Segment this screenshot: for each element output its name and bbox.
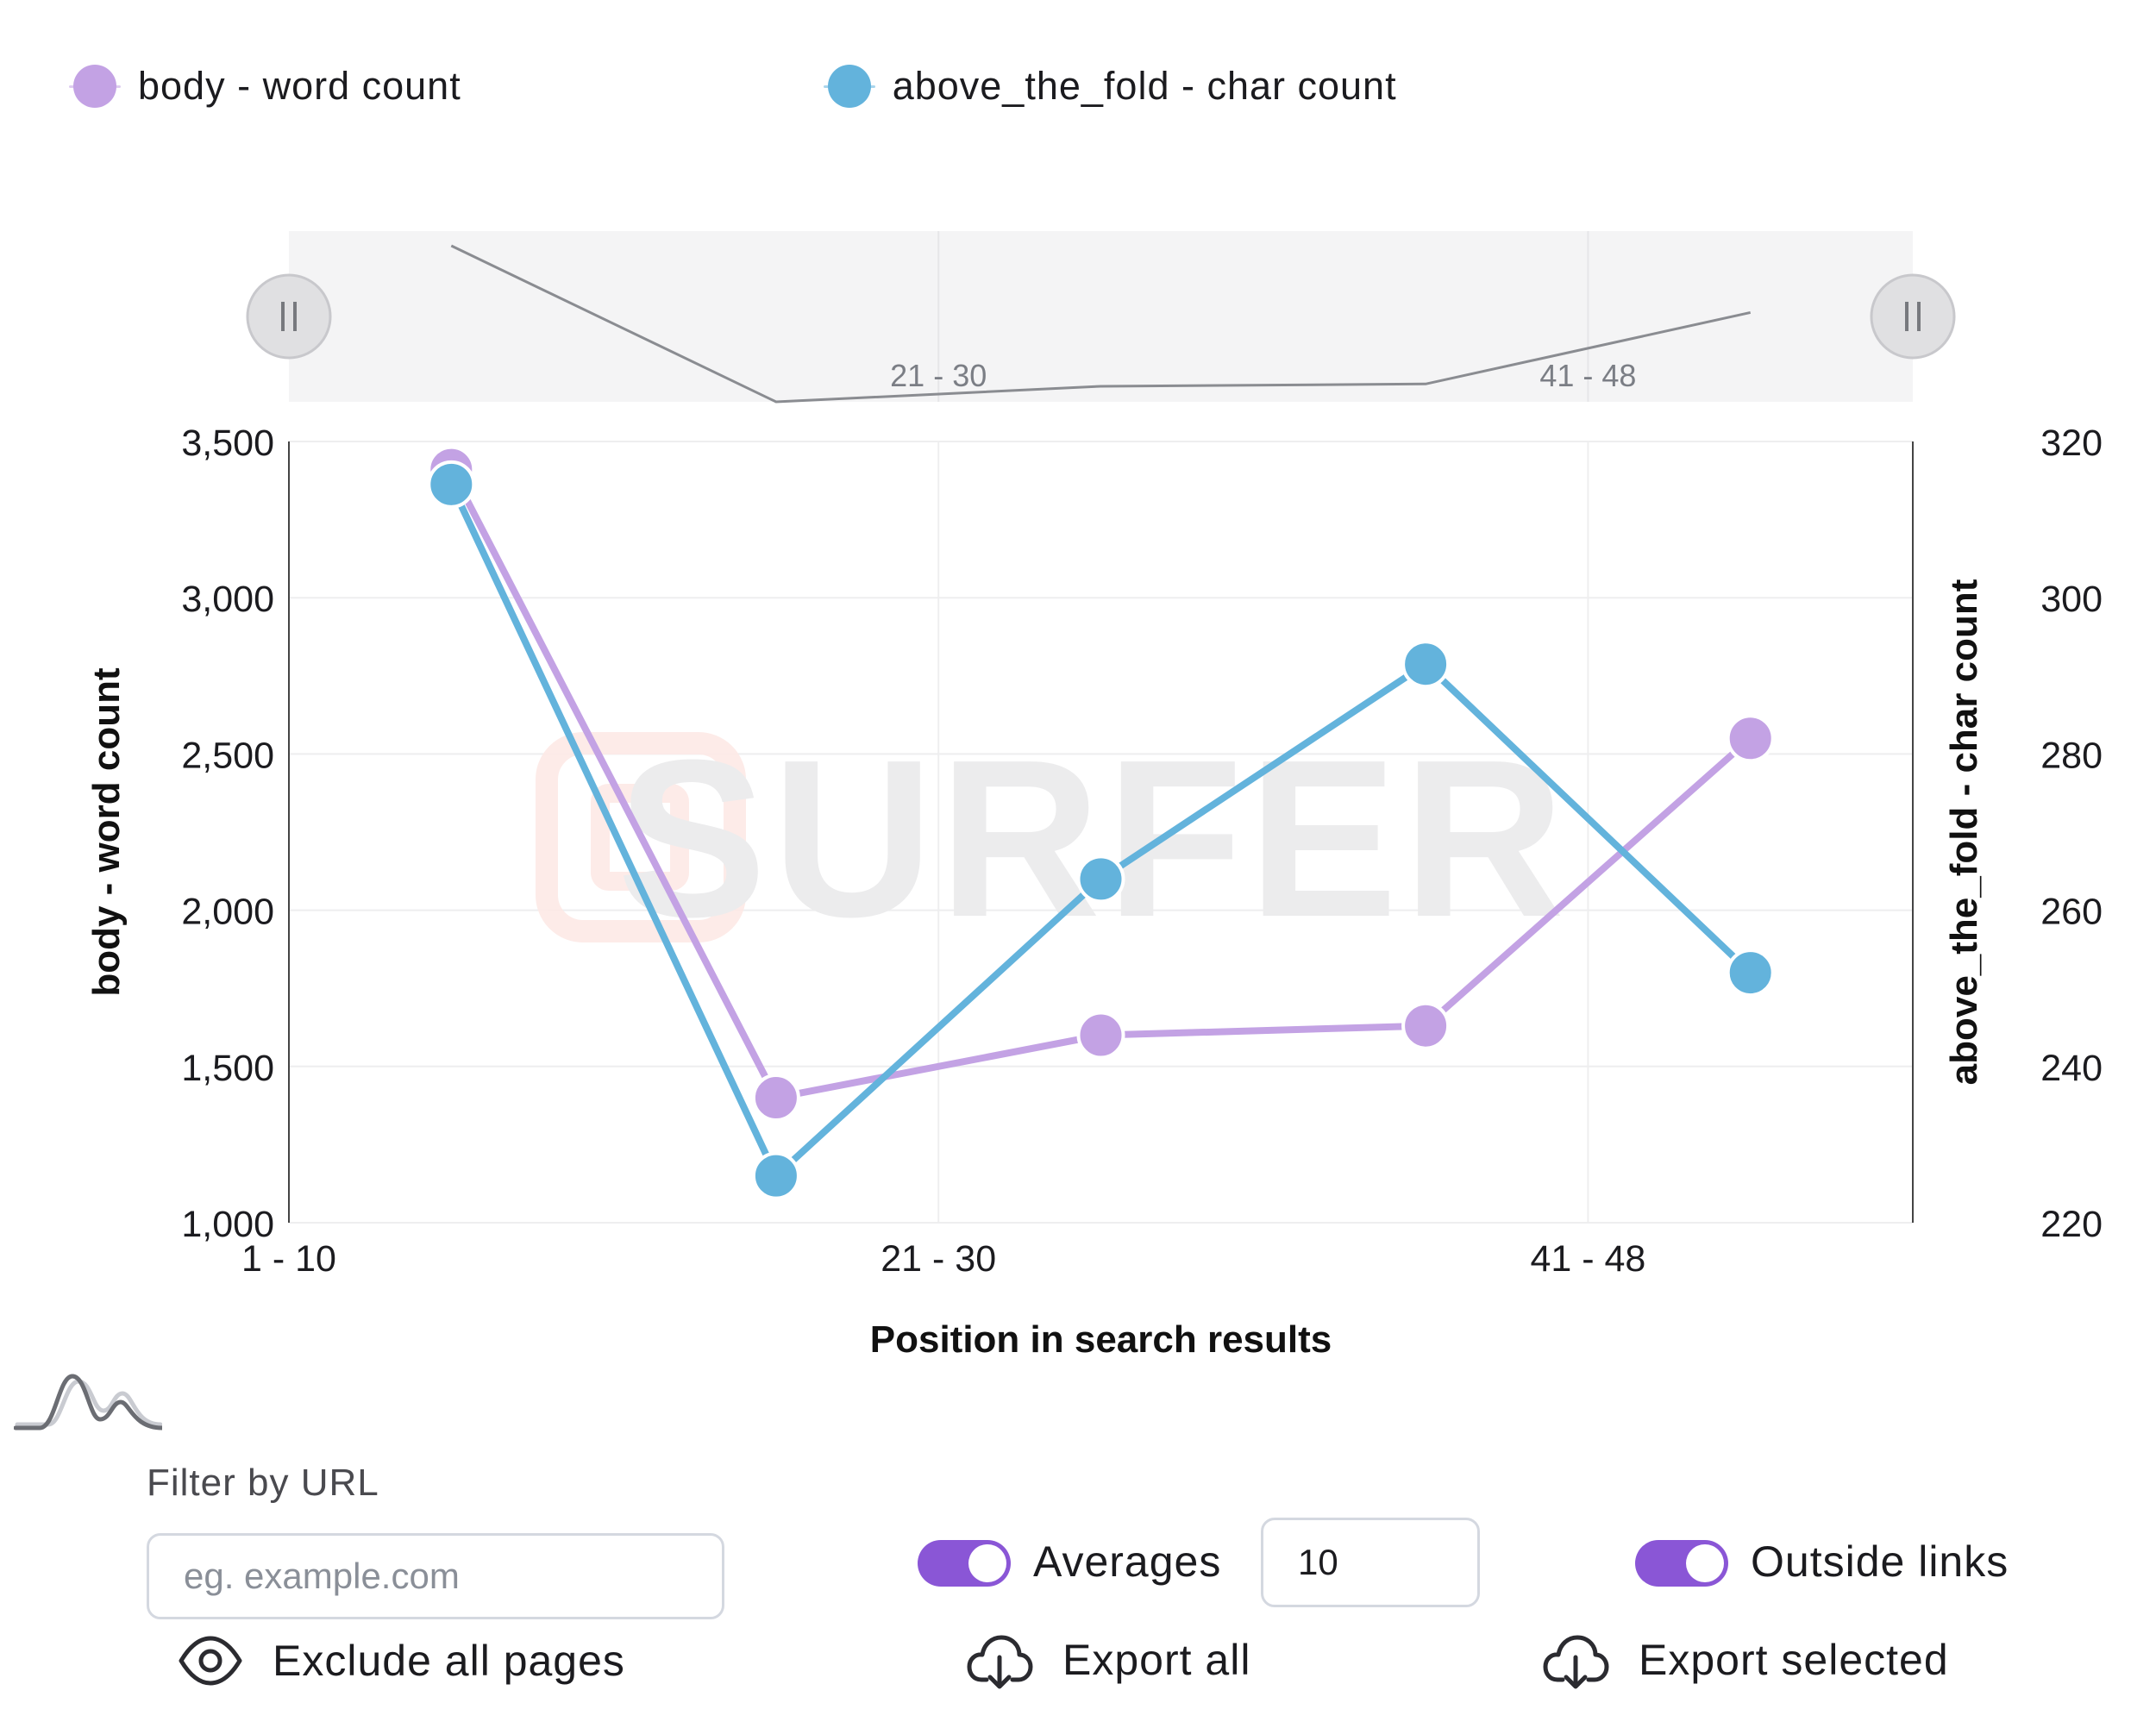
- averages-label: Averages: [1033, 1537, 1222, 1586]
- data-point[interactable]: [1076, 1011, 1125, 1060]
- legend-item-body-word-count[interactable]: body - word count: [69, 60, 461, 112]
- outside-links-label: Outside links: [1751, 1537, 2009, 1586]
- data-point[interactable]: [1401, 640, 1451, 689]
- filter-url-input[interactable]: [147, 1533, 724, 1619]
- y-tick-label-left: 1,000: [181, 1204, 274, 1245]
- navigator-background: [289, 231, 1913, 402]
- y-tick-label-left: 2,500: [181, 735, 274, 776]
- export-selected-label: Export selected: [1639, 1636, 1949, 1684]
- cloud-download-icon: [967, 1635, 1033, 1689]
- range-navigator[interactable]: 21 - 30 41 - 48: [246, 231, 1956, 404]
- cloud-download-icon: [1543, 1635, 1609, 1689]
- export-all-button[interactable]: Export all: [966, 1626, 1250, 1694]
- toggle-knob: [1686, 1544, 1724, 1582]
- data-point[interactable]: [1726, 714, 1775, 763]
- surfer-watermark: SURFER: [536, 714, 1570, 964]
- navigator-label: 41 - 48: [1539, 358, 1636, 393]
- series-above-the-fold-char-count: [427, 460, 1775, 1200]
- x-tick-label: 1 - 10: [241, 1238, 336, 1280]
- y-tick-label-right: 220: [2040, 1204, 2103, 1245]
- y-tick-label-right: 240: [2040, 1048, 2103, 1089]
- surfer-logo-frame: [536, 732, 746, 942]
- chart-legend: body - word count above_the_fold - char …: [69, 52, 1759, 121]
- handle-circle: [1870, 273, 1956, 360]
- navigator-preview-line: [450, 244, 1752, 404]
- legend-label: above_the_fold - char count: [892, 64, 1397, 108]
- averages-input[interactable]: [1261, 1518, 1480, 1607]
- navigator-handle-left[interactable]: [246, 273, 332, 360]
- circle-dot-icon: [823, 60, 875, 112]
- distribution-curve-icon[interactable]: [13, 1371, 165, 1431]
- eye-icon: [179, 1636, 242, 1686]
- navigator-handle-right[interactable]: [1870, 273, 1956, 360]
- data-point[interactable]: [1076, 855, 1125, 904]
- chart-series: [427, 445, 1775, 1200]
- toggle-knob: [968, 1544, 1006, 1582]
- y-tick-label-left: 2,000: [181, 892, 274, 933]
- averages-toggle[interactable]: [918, 1540, 1011, 1587]
- filter-label: Filter by URL: [147, 1462, 379, 1504]
- y-axis-title-left: body - word count: [85, 667, 128, 997]
- y-tick-label-right: 260: [2040, 892, 2103, 933]
- y-tick-label-right: 280: [2040, 735, 2103, 776]
- y-tick-label-right: 320: [2040, 423, 2103, 464]
- y-axis-title-right: above_the_fold - char count: [1943, 579, 1985, 1085]
- data-point[interactable]: [751, 1074, 800, 1123]
- surfer-watermark-text: SURFER: [617, 714, 1570, 964]
- handle-circle: [246, 273, 332, 360]
- export-all-label: Export all: [1062, 1636, 1251, 1684]
- y-tick-label-left: 3,500: [181, 423, 274, 464]
- exclude-all-pages-label: Exclude all pages: [273, 1637, 625, 1685]
- outside-links-toggle[interactable]: [1635, 1540, 1728, 1587]
- y-tick-label-left: 3,000: [181, 579, 274, 620]
- data-point[interactable]: [751, 1151, 800, 1200]
- circle-dot-icon: [69, 60, 121, 112]
- data-point[interactable]: [1726, 949, 1775, 998]
- exclude-all-pages-button[interactable]: Exclude all pages: [178, 1628, 625, 1694]
- line-chart: 21 - 30 41 - 48 SURFER 1,000 1,500 2,000 2,5…: [85, 231, 2103, 1361]
- y-tick-label-left: 1,500: [181, 1048, 274, 1089]
- legend-label: body - word count: [138, 64, 461, 108]
- x-tick-label: 41 - 48: [1530, 1238, 1645, 1280]
- x-tick-label: 21 - 30: [881, 1238, 996, 1280]
- navigator-label: 21 - 30: [890, 358, 987, 393]
- data-point[interactable]: [427, 460, 476, 509]
- data-point[interactable]: [1401, 1001, 1451, 1050]
- export-selected-button[interactable]: Export selected: [1542, 1626, 1949, 1694]
- x-axis-title: Position in search results: [870, 1318, 1332, 1361]
- chart-axes: 1,000 1,500 2,000 2,500 3,000 3,500 220 240 260 2…: [85, 423, 2103, 1361]
- legend-item-above-fold-char-count[interactable]: above_the_fold - char count: [823, 60, 1397, 112]
- y-tick-label-right: 300: [2040, 579, 2103, 620]
